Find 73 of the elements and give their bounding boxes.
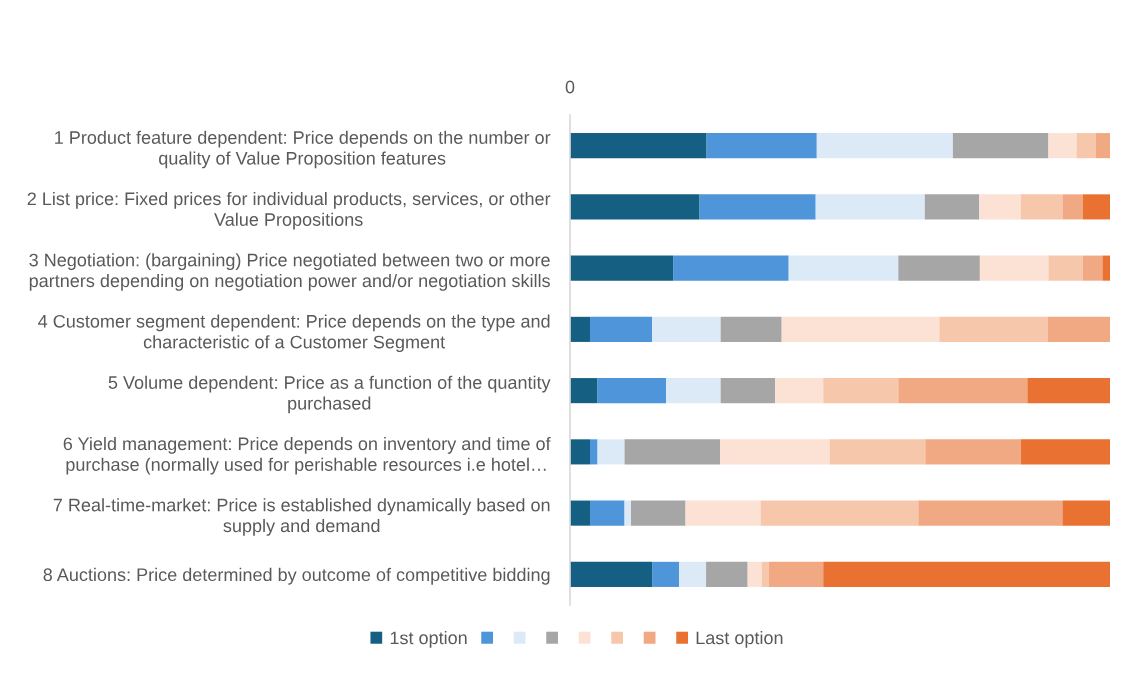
bar [570,316,590,342]
legend-label: 1st option [390,630,467,648]
bar [1020,194,1063,220]
bar [1048,133,1077,159]
bar [768,561,824,587]
bar [706,133,817,159]
bar [1102,255,1110,281]
bar [918,500,1063,526]
bar [979,194,1021,220]
bar [624,500,632,526]
bar [775,378,824,404]
y-tick-label: 1 Product feature dependent: Price depends on the number or quality of Value Proposition features [55,130,551,169]
bar [589,500,625,526]
bar [816,133,953,159]
bar [720,378,776,404]
text: 0 [565,80,575,94]
bar [589,439,598,465]
y-tick-label: 6 Yield management: Price depends on inventory and time of purchase (normally used for perishable resources i.e hotel… [63,436,551,475]
bar [788,255,899,281]
bar [570,500,590,526]
legend-label: Last option [696,630,783,648]
bar [924,194,980,220]
bar [570,439,590,465]
bar [570,194,700,220]
bar [706,561,748,587]
bar [699,194,816,220]
bar [823,561,1110,587]
bar [1083,194,1110,220]
bar [570,133,707,159]
bar [898,378,1028,404]
bar [760,500,919,526]
bar [939,316,1048,342]
bar [781,316,940,342]
y-tick-label: 8 Auctions: Price determined by outcome of competitive bidding [43,567,550,585]
bar [1062,194,1083,220]
bar [673,255,789,281]
bar [1083,255,1103,281]
bar [1027,378,1110,404]
y-tick-label: 2 List price: Fixed prices for individual products, services, or other Value Propositions [27,191,551,230]
bar [898,255,980,281]
y-tick-label: 5 Volume dependent: Price as a function of the quantity purchased [108,375,551,414]
y-tick-label: 7 Real-time-market: Price is established dynamically based on supply and demand [53,498,550,536]
y-tick-label: 3 Negotiation: (bargaining) Price negotiated between two or more partners depending on negotiation power and/or negotiation skills [29,253,550,291]
bar [952,133,1049,159]
bar [925,439,1021,465]
bar [979,255,1049,281]
bar [1095,133,1110,159]
bar [1062,500,1110,526]
bar [631,500,686,526]
bar [1048,255,1083,281]
bar [597,378,667,404]
bar [624,439,721,465]
bar [1076,133,1096,159]
bar [747,561,762,587]
bar [652,561,680,587]
bar [570,561,653,587]
bar [597,439,625,465]
y-tick-label: 4 Customer segment dependent: Price depends on the type and characteristic of a Customer Segment [38,314,550,352]
bar [679,561,707,587]
bar [652,316,721,342]
bar [823,378,899,404]
bar [589,316,653,342]
bar [570,255,674,281]
bar [685,500,761,526]
bar [720,439,830,465]
bar [1020,439,1110,465]
bar [829,439,926,465]
bar [1047,316,1110,342]
bar [761,561,769,587]
bar [815,194,925,220]
bar [666,378,721,404]
bar [720,316,782,342]
bar [570,378,598,404]
